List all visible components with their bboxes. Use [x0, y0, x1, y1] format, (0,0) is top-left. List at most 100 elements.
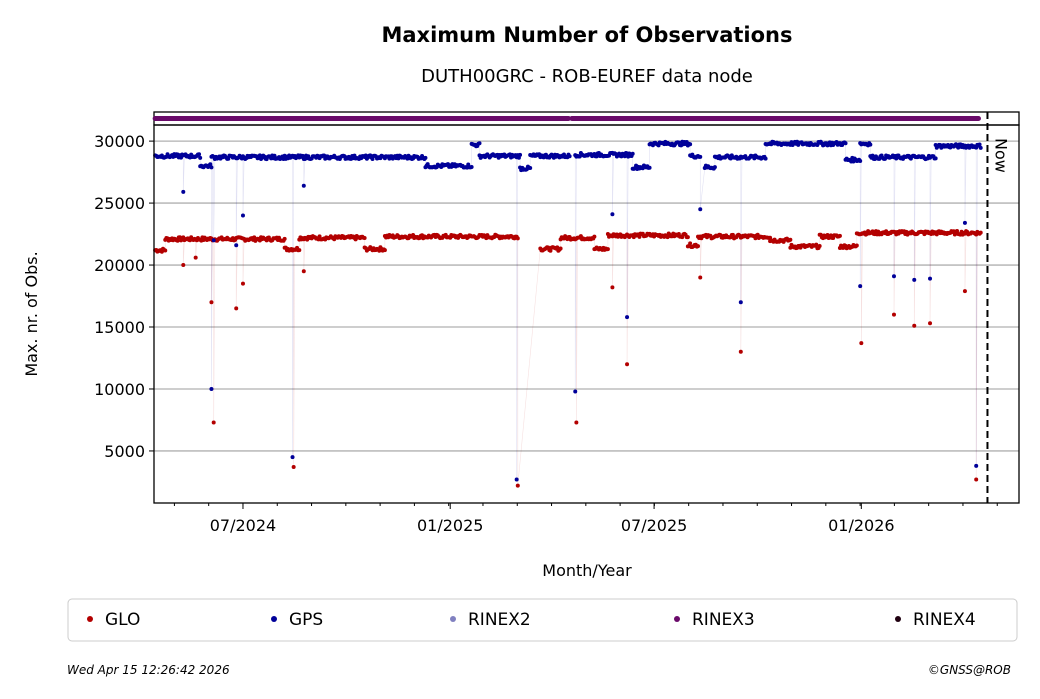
series-line-gps — [155, 140, 981, 480]
point-glo — [209, 300, 214, 305]
point-glo — [837, 233, 842, 238]
point-glo — [625, 362, 630, 367]
legend-label-gps: GPS — [289, 610, 323, 630]
point-glo — [515, 483, 520, 488]
point-gps — [870, 153, 875, 158]
point-glo — [825, 232, 830, 237]
point-glo — [814, 242, 819, 247]
point-glo — [240, 281, 245, 286]
point-glo — [291, 465, 296, 470]
now-label: Now — [991, 138, 1010, 173]
point-gps — [211, 238, 216, 243]
point-gps — [181, 189, 186, 194]
legend-marker-gps — [271, 616, 277, 622]
point-gps — [240, 213, 245, 218]
point-gps — [300, 153, 305, 158]
legend-marker-rinex3 — [674, 616, 680, 622]
point-gps — [956, 145, 961, 150]
legend-label-rinex4: RINEX4 — [913, 610, 976, 630]
x-tick-label: 01/2025 — [417, 516, 483, 535]
point-gps — [567, 154, 572, 159]
point-gps — [891, 274, 896, 279]
point-glo — [362, 235, 367, 240]
point-gps — [370, 157, 375, 162]
point-glo — [854, 243, 859, 248]
point-gps — [208, 162, 213, 167]
point-glo — [928, 321, 933, 326]
point-gps — [573, 389, 578, 394]
point-gps — [868, 142, 873, 147]
point-gps — [858, 159, 863, 164]
point-glo — [193, 255, 198, 260]
point-glo — [637, 234, 642, 239]
point-gps — [477, 141, 482, 146]
grid — [154, 140, 1019, 452]
point-glo — [610, 285, 615, 290]
point-gps — [858, 284, 863, 289]
point-glo — [738, 349, 743, 354]
credit: ©GNSS@ROB — [928, 663, 1011, 677]
point-glo — [175, 238, 180, 243]
legend-marker-rinex4 — [895, 616, 901, 622]
point-gps — [630, 151, 635, 156]
legend-label-rinex3: RINEX3 — [692, 610, 755, 630]
point-glo — [515, 236, 520, 241]
point-gps — [974, 463, 979, 468]
x-tick-label: 01/2026 — [828, 516, 894, 535]
point-glo — [962, 289, 967, 294]
point-gps — [209, 165, 214, 170]
point-glo — [817, 243, 822, 248]
x-tick-label: 07/2025 — [621, 516, 687, 535]
point-gps — [928, 276, 933, 281]
point-glo — [297, 248, 302, 253]
point-gps — [698, 207, 703, 212]
point-glo — [974, 477, 979, 482]
point-gps — [610, 212, 615, 217]
point-gps — [198, 155, 203, 160]
point-gps — [912, 277, 917, 282]
point-gps — [977, 142, 982, 147]
point-gps — [712, 165, 717, 170]
point-gps — [594, 154, 599, 159]
point-glo — [548, 248, 553, 253]
point-gps — [528, 165, 533, 170]
point-gps — [301, 183, 306, 188]
point-gps — [423, 155, 428, 160]
y-tick-label: 15000 — [94, 318, 145, 337]
point-glo — [574, 420, 579, 425]
point-glo — [234, 306, 239, 311]
point-gps — [226, 156, 231, 161]
point-gps — [197, 152, 202, 157]
point-gps — [209, 386, 214, 391]
y-axis-label: Max. nr. of Obs. — [22, 251, 41, 376]
point-gps — [962, 220, 967, 225]
legend-marker-rinex2 — [450, 616, 456, 622]
data-points — [153, 139, 983, 488]
point-gps — [698, 154, 703, 159]
point-glo — [696, 244, 701, 249]
point-glo — [978, 230, 983, 235]
y-tick-label: 5000 — [104, 442, 145, 461]
legend-marker-glo — [87, 616, 93, 622]
point-gps — [234, 243, 239, 248]
point-gps — [647, 165, 652, 170]
legend — [67, 598, 1018, 642]
series-line-glo — [155, 230, 981, 486]
point-glo — [181, 263, 186, 268]
point-gps — [688, 142, 693, 147]
point-glo — [211, 420, 216, 425]
point-glo — [859, 341, 864, 346]
point-glo — [788, 237, 793, 242]
point-glo — [301, 269, 306, 274]
connector-lines — [155, 140, 981, 486]
point-glo — [605, 247, 610, 252]
point-gps — [933, 156, 938, 161]
axes: 5000 10000 15000 20000 25000 30000 07/2024 01/2… — [94, 112, 998, 535]
point-glo — [698, 275, 703, 280]
point-glo — [282, 236, 287, 241]
timestamp: Wed Apr 15 12:26:42 2026 — [67, 663, 230, 677]
point-gps — [518, 152, 523, 157]
point-gps — [978, 145, 983, 150]
plot-area — [153, 124, 1020, 504]
